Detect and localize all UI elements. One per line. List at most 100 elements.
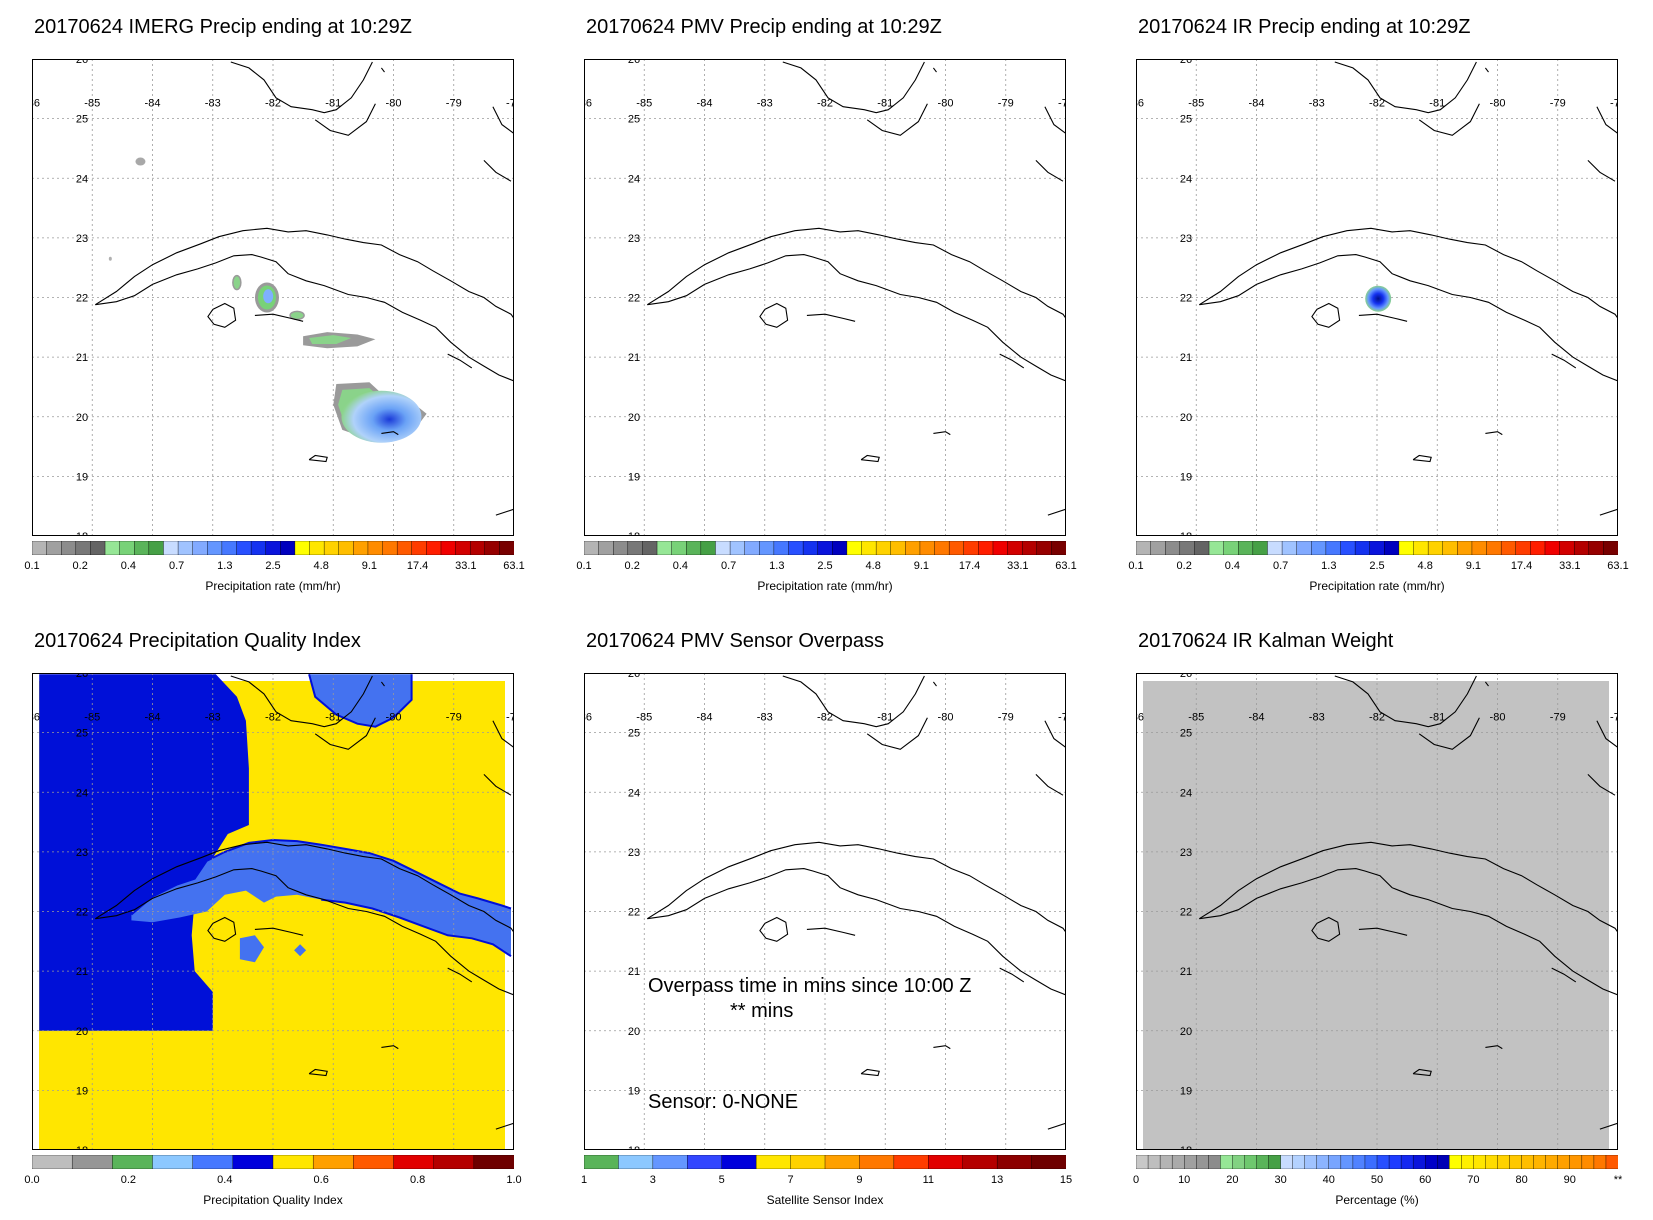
latitude-label: 23 [1180, 847, 1192, 859]
panel-title: 20170624 IR Precip ending at 10:29Z [1138, 16, 1471, 38]
map-frame: -86 -85 -84 -83 -82 -81 -80 -79 -78 26 25 24 23 22 21 2… [576, 668, 1076, 1157]
colorbar-swatch [1340, 1154, 1354, 1170]
colorbar-tick-label: 33.1 [1007, 560, 1029, 572]
colorbar-swatch [1292, 1154, 1306, 1170]
colorbar-tick-label: 0.1 [576, 560, 592, 572]
colorbar-swatch [1171, 1154, 1185, 1170]
longitude-label: -84 [145, 712, 161, 724]
colorbar-swatch [744, 540, 760, 556]
colorbar-swatch [1593, 1154, 1607, 1170]
colorbar-swatch [1135, 1154, 1149, 1170]
longitude-label: -86 [1136, 98, 1144, 110]
florida-coastline [1334, 675, 1477, 728]
colorbar-swatch [1325, 540, 1341, 556]
colorbar-labels: 0.1 0.2 0.4 0.7 1.3 2.5 4.8 9.1 17.4 33.1 63.1 [24, 560, 524, 576]
longitude-label: -83 [1309, 98, 1325, 110]
colorbar-swatch [1135, 540, 1152, 556]
map-frame: -86 -85 -84 -83 -82 -81 -80 -79 -78 26 25 24 23 22 21 2… [1128, 668, 1628, 1157]
colorbar-swatch [440, 540, 457, 556]
longitude-label: -86 [584, 98, 592, 110]
colorbar-swatch [963, 540, 979, 556]
colorbar-tick-label: 4.8 [1417, 560, 1433, 572]
colorbar-swatch [1194, 540, 1210, 556]
colorbar-swatch [1521, 1154, 1535, 1170]
latitude-label: 19 [76, 1085, 88, 1097]
colorbar-swatch [469, 540, 486, 556]
colorbar-swatch [1412, 1154, 1426, 1170]
colorbar-swatch [1007, 540, 1023, 556]
colorbar-swatch [1238, 540, 1254, 556]
map-border [1136, 59, 1618, 536]
latitude-label: 21 [628, 966, 640, 978]
colorbar-swatch [280, 540, 296, 556]
longitude-label: -79 [1550, 98, 1566, 110]
colorbar-caption: Precipitation rate (mm/hr) [757, 579, 893, 593]
map-panel: 20170624 Precipitation Quality Index-86-… [24, 630, 524, 1220]
colorbar-swatch [152, 1154, 194, 1170]
colorbar-caption: Satellite Sensor Index [766, 1193, 884, 1207]
cuba-south-coastline [647, 254, 1067, 382]
colorbar-tick-label: 40 [1322, 1174, 1335, 1186]
latitude-label: 20 [1180, 1026, 1192, 1038]
latitude-label: 19 [628, 471, 640, 483]
colorbar-swatch [294, 540, 311, 556]
colorbar-swatch [1573, 540, 1590, 556]
latitude-label: 23 [76, 233, 88, 245]
colorbar-tick-label: 1.0 [506, 1174, 522, 1186]
colorbar-tick-label: ** [1613, 1174, 1623, 1186]
map-border [584, 673, 1066, 1150]
colorbar-swatch [721, 1154, 757, 1170]
map-panel: 20170624 IR Precip ending at 10:29Z -86 -8… [1128, 16, 1629, 606]
colorbar-swatch [962, 1154, 998, 1170]
colorbar-labels: 0 10 20 30 40 50 60 70 80 90 ** [1132, 1174, 1622, 1190]
colorbar-tick-label: 0.2 [120, 1174, 137, 1186]
latitude-label: 21 [1180, 966, 1192, 978]
jamaica-coastline [1599, 508, 1619, 516]
colorbar-tick-label: 3 [649, 1174, 656, 1186]
colorbar-swatch [832, 540, 848, 556]
colorbar-swatch [1364, 1154, 1378, 1170]
colorbar-swatch [1473, 1154, 1486, 1170]
colorbar-swatch [1232, 1154, 1245, 1170]
bahamas-coastline [1587, 774, 1616, 796]
colorbar-swatch [499, 540, 515, 556]
colorbar-swatch [1196, 1154, 1209, 1170]
colorbar-swatch [265, 540, 281, 556]
quality-light-region [294, 944, 307, 957]
overpass-time-label: Overpass time in mins since 10:00 Z [648, 975, 972, 997]
little-cayman-coastline [933, 431, 951, 436]
longitude-label: -78 [1058, 98, 1066, 110]
colorbar-swatch [729, 540, 746, 556]
colorbar-swatch [1208, 1154, 1221, 1170]
latitude-label: 19 [628, 1085, 640, 1097]
colorbar-tick-label: 17.4 [958, 560, 981, 572]
colorbar-tick-label: 30 [1274, 1174, 1287, 1186]
colorbar-tick-label: 0 [1132, 1174, 1140, 1186]
colorbar-swatch [1509, 1154, 1523, 1170]
colorbar-swatch [583, 540, 600, 556]
colorbar-tick-label: 63.1 [1607, 560, 1629, 572]
quality-mid-region [39, 674, 249, 1031]
cuba-south-coastline [1199, 868, 1619, 996]
colorbar-tick-label: 50 [1370, 1174, 1384, 1186]
bahamas-coastline [1035, 774, 1064, 796]
longitude-label: -84 [1249, 712, 1265, 724]
longitude-label: -82 [265, 98, 281, 110]
colorbar-tick-label: 1.3 [769, 560, 785, 572]
colorbar-tick-label: 0.1 [1128, 560, 1144, 572]
longitude-label: -81 [1429, 98, 1445, 110]
latitude-label: 26 [1180, 673, 1192, 680]
colorbar-tick-label: 0.7 [1272, 560, 1289, 572]
longitude-label: -78 [1610, 712, 1618, 724]
colorbar-swatch [338, 540, 354, 556]
colorbar-tick-label: 2.5 [1369, 560, 1385, 572]
panel-title: 20170624 PMV Precip ending at 10:29Z [586, 16, 942, 38]
colorbar-swatch [934, 540, 950, 556]
colorbar-swatch [656, 540, 673, 556]
colorbar-caption: Precipitation rate (mm/hr) [205, 579, 341, 593]
colorbar-swatch [1281, 540, 1298, 556]
isla-de-la-juventud-coastline [207, 302, 237, 328]
colorbar-swatch [75, 540, 91, 556]
colorbar-tick-label: 33.1 [1559, 560, 1581, 572]
precip-light-cell [108, 256, 112, 261]
